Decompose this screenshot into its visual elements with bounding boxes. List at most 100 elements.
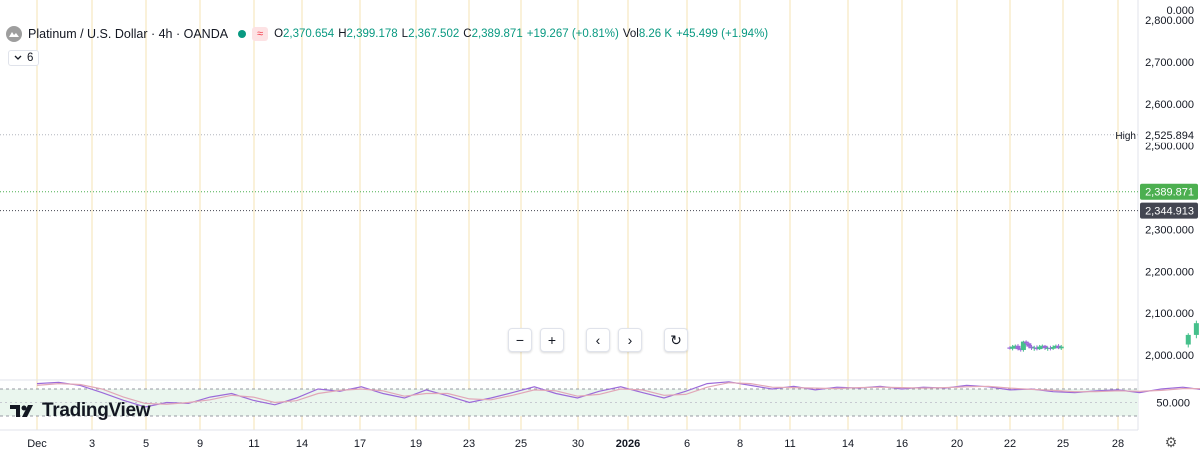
- oscillator-series-1: [36, 382, 1200, 405]
- candle-body: [1023, 341, 1029, 344]
- candle-body: [1034, 347, 1040, 350]
- candle-body: [1185, 334, 1191, 345]
- candle-16: [1050, 345, 1056, 350]
- candle-body: [1026, 343, 1032, 347]
- candle-21: [1193, 320, 1199, 339]
- zoom-in-button[interactable]: +: [540, 328, 564, 352]
- candle-body: [1050, 347, 1056, 349]
- candle-7: [1026, 342, 1032, 349]
- candles-layer: [1007, 320, 1199, 352]
- candle-body: [1029, 346, 1035, 349]
- time-tick-label-13: 8: [737, 438, 743, 450]
- price-tick-label-3: 2,300.000: [1145, 224, 1194, 236]
- price-tick-label-7: 2,700.000: [1145, 57, 1194, 69]
- oscillator-layer: [36, 381, 1200, 408]
- high-value: 2,399.178: [346, 28, 398, 40]
- candle-body: [1012, 345, 1018, 347]
- candle-12: [1039, 344, 1045, 349]
- close-label: C: [463, 28, 472, 40]
- candle-3: [1015, 344, 1021, 351]
- candle-body: [1039, 345, 1045, 347]
- candle-11: [1037, 344, 1043, 350]
- candle-body: [1042, 345, 1048, 349]
- low-label: L: [401, 28, 409, 40]
- plus-icon: +: [547, 332, 557, 348]
- high-label: H: [338, 28, 347, 40]
- candle-body: [1056, 345, 1062, 349]
- candle-6: [1023, 340, 1029, 345]
- candle-17: [1053, 344, 1059, 349]
- symbol-title[interactable]: Platinum / U.S. Dollar · 4h · OANDA: [28, 27, 229, 41]
- candle-body: [1193, 323, 1199, 335]
- vol-label: Vol: [622, 28, 639, 40]
- candle-5: [1020, 340, 1026, 352]
- open-label: O: [274, 28, 284, 40]
- candle-body: [1037, 346, 1043, 350]
- time-tick-label-7: 19: [410, 438, 422, 450]
- candle-4: [1018, 348, 1024, 352]
- candle-body: [1018, 349, 1024, 351]
- zoom-out-button[interactable]: −: [508, 328, 532, 352]
- scroll-right-button[interactable]: ›: [618, 328, 642, 352]
- time-tick-label-20: 28: [1112, 438, 1124, 450]
- time-tick-label-12: 6: [684, 438, 690, 450]
- settings-gear-icon[interactable]: ⚙: [1164, 433, 1178, 450]
- candle-2: [1012, 344, 1018, 349]
- time-tick-label-0: Dec: [27, 438, 47, 450]
- candle-10: [1034, 345, 1040, 351]
- last-price-box: [1140, 183, 1198, 200]
- change-value: +19.267 (+0.81%): [526, 28, 619, 40]
- time-tick-label-16: 16: [896, 438, 908, 450]
- wave-icon[interactable]: ≈: [252, 27, 269, 41]
- candle-body: [1007, 347, 1013, 349]
- time-tick-label-19: 25: [1057, 438, 1069, 450]
- chevron-right-icon: ›: [627, 332, 633, 348]
- chart-header: Platinum / U.S. Dollar · 4h · OANDA ≈ O2…: [6, 26, 768, 42]
- indicators-toggle[interactable]: 6: [8, 50, 40, 66]
- candle-body: [1015, 345, 1021, 350]
- time-tick-label-4: 11: [248, 438, 259, 450]
- reset-chart-button[interactable]: ↻: [664, 328, 688, 352]
- high-marker-label: High: [1115, 131, 1136, 142]
- time-tick-label-18: 22: [1004, 438, 1016, 450]
- candle-8: [1029, 344, 1035, 350]
- scroll-left-button[interactable]: ‹: [586, 328, 610, 352]
- candle-0: [1007, 346, 1013, 350]
- candle-20: [1185, 333, 1191, 348]
- tradingview-logo-icon: [10, 405, 33, 417]
- market-open-dot-icon: [238, 30, 247, 38]
- candle-body: [1020, 341, 1026, 350]
- tradingview-logo[interactable]: TradingView: [10, 400, 151, 422]
- candle-body: [1058, 346, 1064, 349]
- price-tick-label-0: 2,000.000: [1145, 350, 1194, 362]
- price-tick-label-5: 2,500.000: [1145, 141, 1194, 153]
- chevron-left-icon: ‹: [595, 332, 601, 348]
- low-value: 2,367.502: [408, 28, 460, 40]
- open-value: 2,370.654: [283, 28, 335, 40]
- ref-price-value: 2,344.913: [1145, 206, 1194, 218]
- vol-value: 8.26 K: [638, 28, 673, 40]
- time-tick-label-5: 14: [296, 438, 308, 450]
- candle-18: [1056, 344, 1062, 350]
- time-tick-label-9: 25: [515, 438, 527, 450]
- candle-9: [1031, 345, 1037, 351]
- axis-layer[interactable]: 2,000.0002,100.0002,200.0002,300.0002,40…: [27, 5, 1198, 450]
- candle-14: [1045, 346, 1051, 351]
- candle-body: [1010, 346, 1016, 349]
- candle-body: [1053, 345, 1059, 348]
- price-tick-label-9: 0.000: [1166, 5, 1194, 17]
- indicator-count: 6: [27, 52, 34, 64]
- candle-body: [1047, 347, 1053, 349]
- candle-1: [1010, 344, 1016, 351]
- ohlc-legend: O2,370.654 H2,399.178 L2,367.502 C2,389.…: [274, 28, 768, 40]
- logo-text: TradingView: [42, 400, 151, 421]
- candle-19: [1058, 344, 1064, 350]
- time-tick-label-8: 23: [463, 438, 475, 450]
- time-tick-label-2: 5: [143, 438, 149, 450]
- time-tick-label-15: 14: [842, 438, 854, 450]
- high-marker-box: [1142, 126, 1198, 143]
- vol-change-value: +45.499 (+1.94%): [676, 28, 769, 40]
- grid-layer: [0, 0, 1139, 431]
- time-tick-label-3: 9: [197, 438, 203, 450]
